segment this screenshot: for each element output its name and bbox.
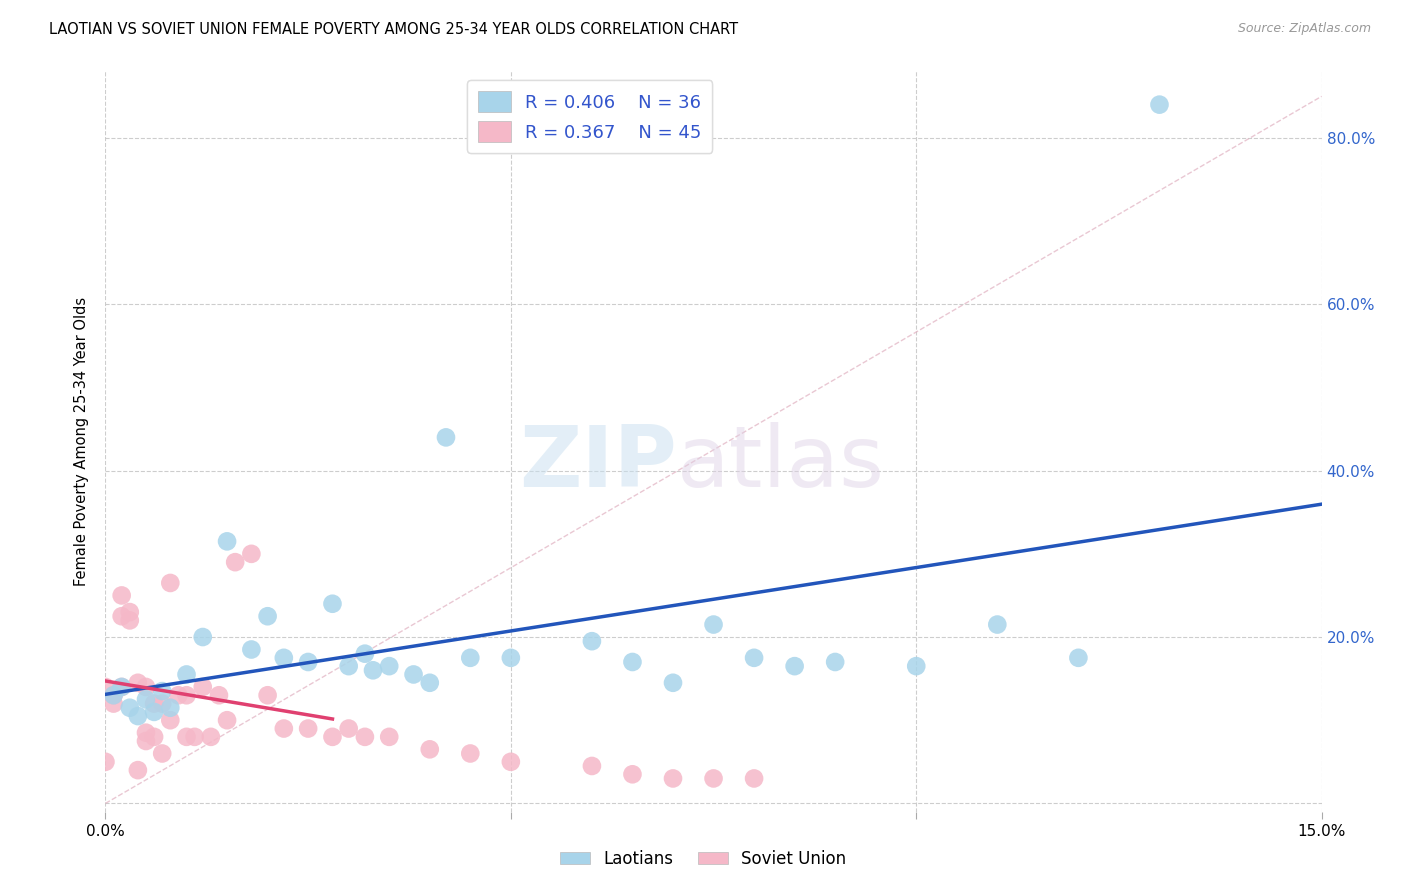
Point xyxy=(240,547,263,561)
Legend: R = 0.406    N = 36, R = 0.367    N = 45: R = 0.406 N = 36, R = 0.367 N = 45 xyxy=(467,80,713,153)
Point xyxy=(167,688,190,702)
Point xyxy=(111,609,134,624)
Point xyxy=(176,667,198,681)
Y-axis label: Female Poverty Among 25-34 Year Olds: Female Poverty Among 25-34 Year Olds xyxy=(75,297,90,586)
Point xyxy=(200,730,222,744)
Point xyxy=(118,605,141,619)
Point xyxy=(143,730,166,744)
Point xyxy=(143,705,166,719)
Point xyxy=(150,747,173,761)
Point xyxy=(159,713,181,727)
Point xyxy=(135,680,157,694)
Text: ZIP: ZIP xyxy=(519,422,678,505)
Point xyxy=(118,700,141,714)
Point xyxy=(581,759,603,773)
Point xyxy=(419,742,441,756)
Point xyxy=(1067,650,1090,665)
Point xyxy=(143,697,166,711)
Point xyxy=(176,688,198,702)
Point xyxy=(111,589,134,603)
Point xyxy=(499,650,522,665)
Point xyxy=(742,650,765,665)
Point xyxy=(297,655,319,669)
Point xyxy=(321,730,343,744)
Point xyxy=(273,722,295,736)
Point xyxy=(150,684,173,698)
Point xyxy=(103,697,125,711)
Point xyxy=(127,763,149,777)
Point xyxy=(256,688,278,702)
Point xyxy=(135,725,157,739)
Text: Source: ZipAtlas.com: Source: ZipAtlas.com xyxy=(1237,22,1371,36)
Point xyxy=(217,713,239,727)
Point xyxy=(458,650,481,665)
Point xyxy=(183,730,205,744)
Point xyxy=(135,692,157,706)
Point xyxy=(783,659,806,673)
Point xyxy=(378,659,401,673)
Point xyxy=(434,430,457,444)
Point xyxy=(217,534,239,549)
Point xyxy=(111,680,134,694)
Point xyxy=(361,663,384,677)
Point xyxy=(621,655,644,669)
Point xyxy=(94,755,117,769)
Point xyxy=(224,555,246,569)
Point xyxy=(159,576,181,591)
Point xyxy=(208,688,231,702)
Point xyxy=(986,617,1008,632)
Point xyxy=(742,772,765,786)
Point xyxy=(337,659,360,673)
Point xyxy=(662,675,685,690)
Point xyxy=(103,688,125,702)
Point xyxy=(905,659,928,673)
Point xyxy=(581,634,603,648)
Point xyxy=(321,597,343,611)
Point xyxy=(297,722,319,736)
Point xyxy=(402,667,425,681)
Point xyxy=(337,722,360,736)
Point xyxy=(118,614,141,628)
Text: LAOTIAN VS SOVIET UNION FEMALE POVERTY AMONG 25-34 YEAR OLDS CORRELATION CHART: LAOTIAN VS SOVIET UNION FEMALE POVERTY A… xyxy=(49,22,738,37)
Point xyxy=(824,655,846,669)
Point xyxy=(127,675,149,690)
Point xyxy=(354,647,377,661)
Point xyxy=(111,680,134,694)
Point xyxy=(159,700,181,714)
Point xyxy=(354,730,377,744)
Point xyxy=(378,730,401,744)
Point xyxy=(150,697,173,711)
Point xyxy=(176,730,198,744)
Point xyxy=(191,680,214,694)
Point xyxy=(103,688,125,702)
Point xyxy=(458,747,481,761)
Text: atlas: atlas xyxy=(678,422,884,505)
Point xyxy=(135,734,157,748)
Point xyxy=(702,772,725,786)
Legend: Laotians, Soviet Union: Laotians, Soviet Union xyxy=(553,844,853,875)
Point xyxy=(499,755,522,769)
Point xyxy=(621,767,644,781)
Point xyxy=(94,680,117,694)
Point xyxy=(127,709,149,723)
Point xyxy=(240,642,263,657)
Point xyxy=(256,609,278,624)
Point xyxy=(273,650,295,665)
Point xyxy=(191,630,214,644)
Point xyxy=(662,772,685,786)
Point xyxy=(419,675,441,690)
Point xyxy=(702,617,725,632)
Point xyxy=(1149,97,1171,112)
